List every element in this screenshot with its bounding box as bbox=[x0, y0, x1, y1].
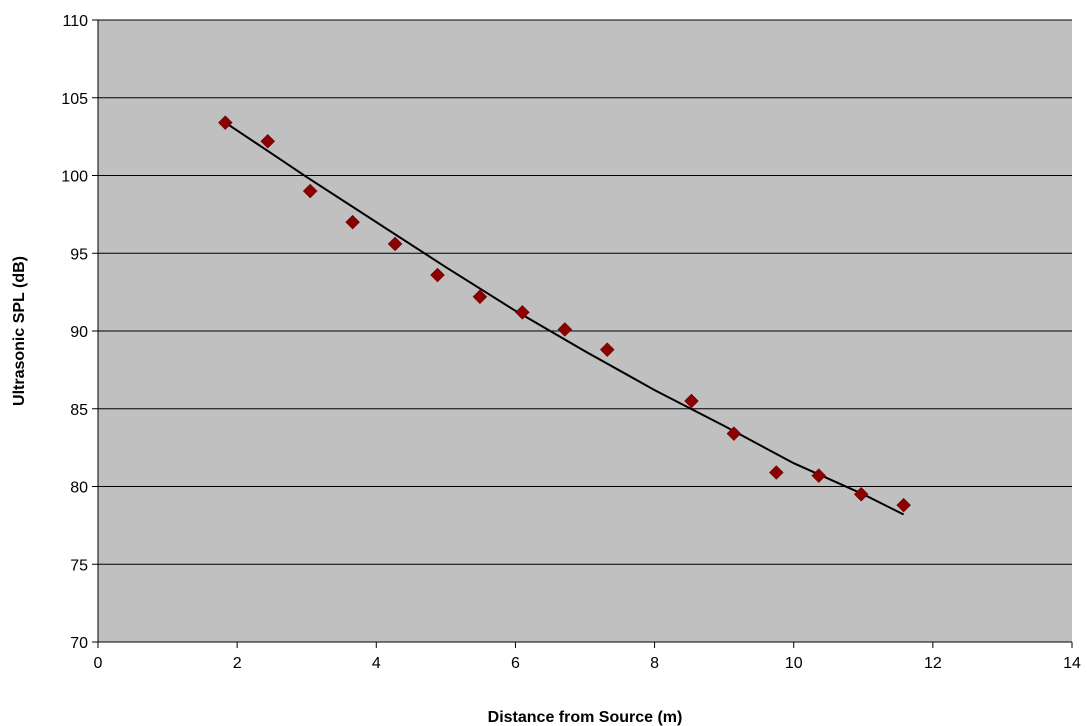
y-tick-label: 105 bbox=[61, 91, 88, 108]
y-tick-label: 70 bbox=[70, 635, 88, 652]
data-points bbox=[217, 115, 911, 513]
x-axis-ticks: 0 2 4 6 8 10 12 14 bbox=[94, 642, 1081, 672]
data-point-diamond bbox=[768, 465, 784, 480]
x-tick-label: 2 bbox=[233, 655, 242, 672]
data-point-diamond bbox=[515, 304, 530, 320]
x-tick-label: 0 bbox=[94, 655, 103, 672]
x-tick-label: 10 bbox=[785, 655, 803, 672]
data-point-diamond bbox=[557, 322, 573, 337]
data-point-diamond bbox=[260, 133, 276, 149]
y-axis-ticks: 70 75 80 85 90 95 100 105 110 bbox=[61, 13, 98, 652]
data-point-diamond bbox=[853, 486, 869, 502]
data-point-diamond bbox=[684, 393, 699, 409]
x-tick-label: 8 bbox=[650, 655, 659, 672]
data-point-diamond bbox=[345, 214, 360, 230]
x-tick-label: 6 bbox=[511, 655, 520, 672]
data-point-diamond bbox=[430, 267, 445, 283]
data-point-diamond bbox=[811, 468, 827, 483]
data-point-diamond bbox=[217, 115, 233, 130]
data-point-diamond bbox=[896, 497, 911, 513]
gridlines bbox=[98, 19, 1072, 565]
y-axis-title: Ultrasonic SPL (dB) bbox=[11, 256, 28, 406]
x-tick-label: 14 bbox=[1063, 655, 1081, 672]
data-point-diamond bbox=[302, 183, 318, 199]
x-axis-title: Distance from Source (m) bbox=[488, 709, 683, 726]
y-tick-label: 100 bbox=[61, 169, 88, 186]
y-tick-label: 95 bbox=[70, 246, 88, 263]
data-point-diamond bbox=[599, 342, 615, 358]
y-tick-label: 110 bbox=[62, 13, 88, 30]
data-point-diamond bbox=[387, 236, 403, 252]
trendline-group bbox=[224, 121, 905, 516]
data-point-diamond bbox=[726, 426, 742, 441]
data-point-diamond bbox=[472, 289, 488, 305]
y-tick-label: 80 bbox=[70, 480, 88, 497]
y-tick-label: 75 bbox=[70, 557, 88, 574]
x-tick-label: 4 bbox=[372, 655, 381, 672]
trendline bbox=[224, 121, 905, 516]
y-tick-label: 85 bbox=[70, 402, 88, 419]
y-tick-label: 90 bbox=[70, 324, 88, 341]
x-tick-label: 12 bbox=[924, 655, 942, 672]
